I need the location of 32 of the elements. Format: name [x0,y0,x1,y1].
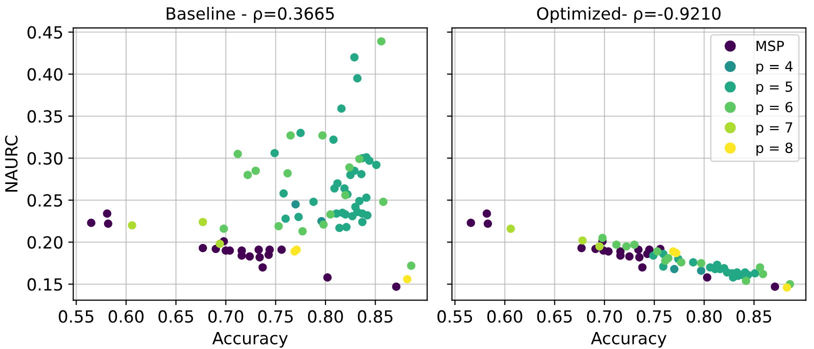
x-tick-label: 0.80 [686,310,722,323]
y-tick-label: 0.20 [28,236,62,249]
x-tick-label: 0.70 [208,310,244,323]
y-tick-label: 0.30 [28,152,62,165]
legend-label: p = 8 [756,142,792,156]
x-tick-label: 0.60 [487,310,522,323]
legend-label: p = 7 [756,122,792,136]
chart-title: Optimized- ρ=-0.9210 [537,6,721,24]
y-axis-title: NAURC [5,136,18,192]
x-tick-label: 0.85 [736,310,772,323]
x-tick-label: 0.70 [587,310,622,323]
x-tick-label: 0.65 [158,310,194,323]
y-tick-label: 0.35 [28,110,62,123]
legend-label: MSP [756,40,784,52]
x-tick-label: 0.75 [636,310,672,323]
legend-label: p = 6 [756,102,792,116]
legend-label: p = 4 [756,61,793,74]
chart-title: Baseline - ρ=0.3665 [166,6,334,24]
x-tick-label: 0.75 [258,310,293,323]
y-tick-label: 0.40 [28,68,62,81]
x-tick-label: 0.55 [437,310,472,323]
x-tick-label: 0.55 [58,310,94,323]
legend-label: p = 5 [756,82,792,95]
y-tick-label: 0.25 [28,194,62,207]
y-tick-label: 0.45 [28,26,62,39]
x-axis-title: Accuracy [590,332,666,348]
x-axis-title: Accuracy [212,332,288,348]
x-tick-label: 0.65 [537,310,572,323]
x-tick-label: 0.85 [358,310,392,323]
x-tick-label: 0.60 [108,310,144,323]
x-tick-label: 0.80 [308,310,343,323]
y-tick-label: 0.15 [28,278,62,291]
